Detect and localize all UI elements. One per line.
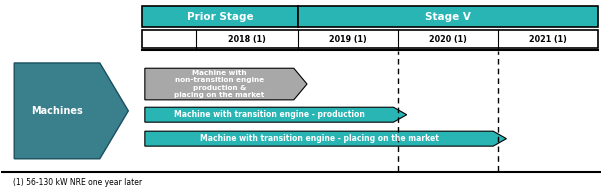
- Text: Machine with transition engine - production: Machine with transition engine - product…: [174, 110, 365, 119]
- Text: 2019 (1): 2019 (1): [329, 35, 367, 44]
- Text: Stage V: Stage V: [425, 12, 471, 22]
- Text: Machine with
non-transition engine
production &
placing on the market: Machine with non-transition engine produ…: [174, 70, 264, 98]
- Text: 2021 (1): 2021 (1): [529, 35, 567, 44]
- Polygon shape: [145, 68, 307, 100]
- Polygon shape: [14, 63, 128, 159]
- Text: (1) 56-130 kW NRE one year later: (1) 56-130 kW NRE one year later: [13, 178, 142, 187]
- Bar: [142, 6, 298, 27]
- Text: 2018 (1): 2018 (1): [228, 35, 266, 44]
- Text: Machines: Machines: [31, 106, 82, 116]
- Polygon shape: [145, 131, 506, 146]
- Text: 2020 (1): 2020 (1): [429, 35, 467, 44]
- Text: Machine with transition engine - placing on the market: Machine with transition engine - placing…: [200, 134, 438, 143]
- Text: Prior Stage: Prior Stage: [187, 12, 253, 22]
- Bar: [142, 30, 598, 48]
- Polygon shape: [145, 107, 407, 122]
- Bar: [298, 6, 598, 27]
